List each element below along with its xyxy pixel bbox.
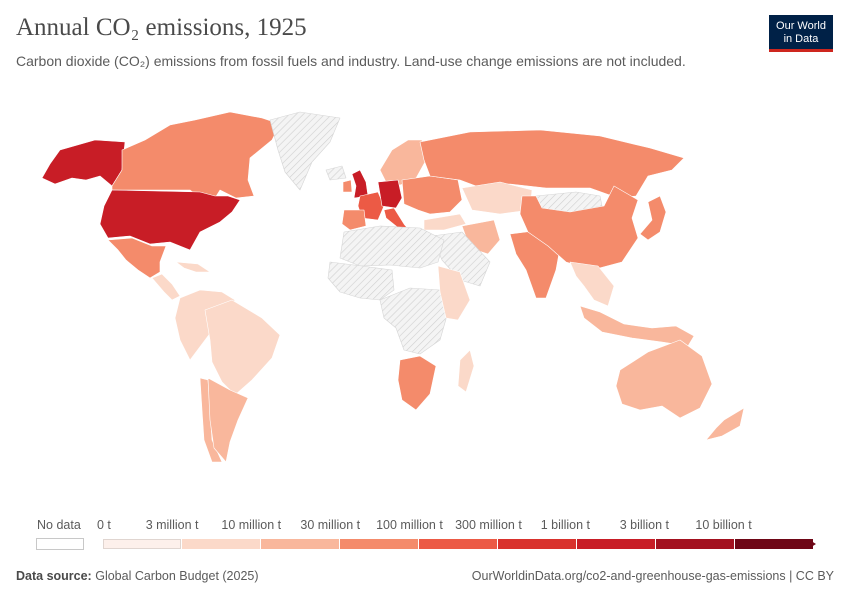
region-japan[interactable] xyxy=(639,195,667,241)
legend-bin-3[interactable] xyxy=(340,539,418,549)
region-greenland[interactable] xyxy=(269,111,341,191)
region-ireland[interactable] xyxy=(342,179,353,193)
region-australia[interactable] xyxy=(615,339,713,419)
world-map[interactable] xyxy=(0,100,850,500)
source-url[interactable]: OurWorldinData.org/co2-and-greenhouse-ga… xyxy=(471,569,834,583)
legend-label-6: 1 billion t xyxy=(540,518,591,532)
region-iceland[interactable] xyxy=(325,165,347,181)
region-east-africa[interactable] xyxy=(437,265,471,321)
region-argentina[interactable] xyxy=(207,377,249,463)
data-source-text[interactable]: Global Carbon Budget (2025) xyxy=(95,569,259,583)
region-germany[interactable] xyxy=(377,179,403,209)
region-indonesia[interactable] xyxy=(579,305,695,347)
region-brazil[interactable] xyxy=(204,299,281,396)
region-china[interactable] xyxy=(519,185,639,271)
region-central-africa[interactable] xyxy=(379,287,449,355)
legend-label-8: 10 billion t xyxy=(695,518,752,532)
region-central-america[interactable] xyxy=(151,273,181,301)
owid-logo[interactable]: Our World in Data xyxy=(769,15,833,52)
legend-label-3: 30 million t xyxy=(300,518,361,532)
legend-label-1: 3 million t xyxy=(145,518,199,532)
region-south-africa[interactable] xyxy=(397,355,437,411)
region-new-zealand[interactable] xyxy=(705,407,745,441)
no-data-swatch xyxy=(36,538,84,550)
region-caribbean[interactable] xyxy=(175,261,211,273)
data-source-prefix: Data source: xyxy=(16,569,92,583)
legend-label-0: 0 t xyxy=(97,518,111,532)
region-arabia[interactable] xyxy=(431,231,491,287)
legend-bin-7[interactable] xyxy=(656,539,734,549)
data-source: Data source: Global Carbon Budget (2025) xyxy=(16,569,259,583)
legend-arrow-icon xyxy=(808,539,816,549)
legend-bin-0[interactable] xyxy=(103,539,181,549)
region-mexico[interactable] xyxy=(107,237,167,279)
legend-bin-2[interactable] xyxy=(261,539,339,549)
chart-title: Annual CO₂ emissions, 1925 xyxy=(16,14,307,41)
region-west-africa[interactable] xyxy=(327,261,395,301)
legend-bin-5[interactable] xyxy=(498,539,576,549)
region-turkey[interactable] xyxy=(423,213,467,231)
legend: No data 0 t 3 million t 10 million t 30 mil… xyxy=(0,512,850,556)
region-eastern-europe[interactable] xyxy=(401,175,463,215)
legend-label-4: 100 million t xyxy=(376,518,443,532)
region-usa[interactable] xyxy=(99,189,241,251)
chart-subtitle: Carbon dioxide (CO₂) emissions from foss… xyxy=(16,53,686,69)
logo-line-1: Our World xyxy=(776,20,826,32)
legend-bin-4[interactable] xyxy=(419,539,497,549)
legend-label-2: 10 million t xyxy=(221,518,282,532)
region-uk[interactable] xyxy=(351,169,369,199)
region-iberia[interactable] xyxy=(341,209,367,231)
region-alaska[interactable] xyxy=(41,139,126,187)
legend-bin-1[interactable] xyxy=(182,539,260,549)
region-north-africa[interactable] xyxy=(339,225,445,269)
logo-line-2: in Data xyxy=(783,32,819,45)
legend-bin-8[interactable] xyxy=(735,539,813,549)
legend-label-7: 3 billion t xyxy=(619,518,670,532)
region-southeast-asia[interactable] xyxy=(569,261,615,307)
no-data-label: No data xyxy=(37,518,81,532)
legend-label-5: 300 million t xyxy=(455,518,522,532)
region-madagascar[interactable] xyxy=(457,349,475,393)
legend-bin-6[interactable] xyxy=(577,539,655,549)
